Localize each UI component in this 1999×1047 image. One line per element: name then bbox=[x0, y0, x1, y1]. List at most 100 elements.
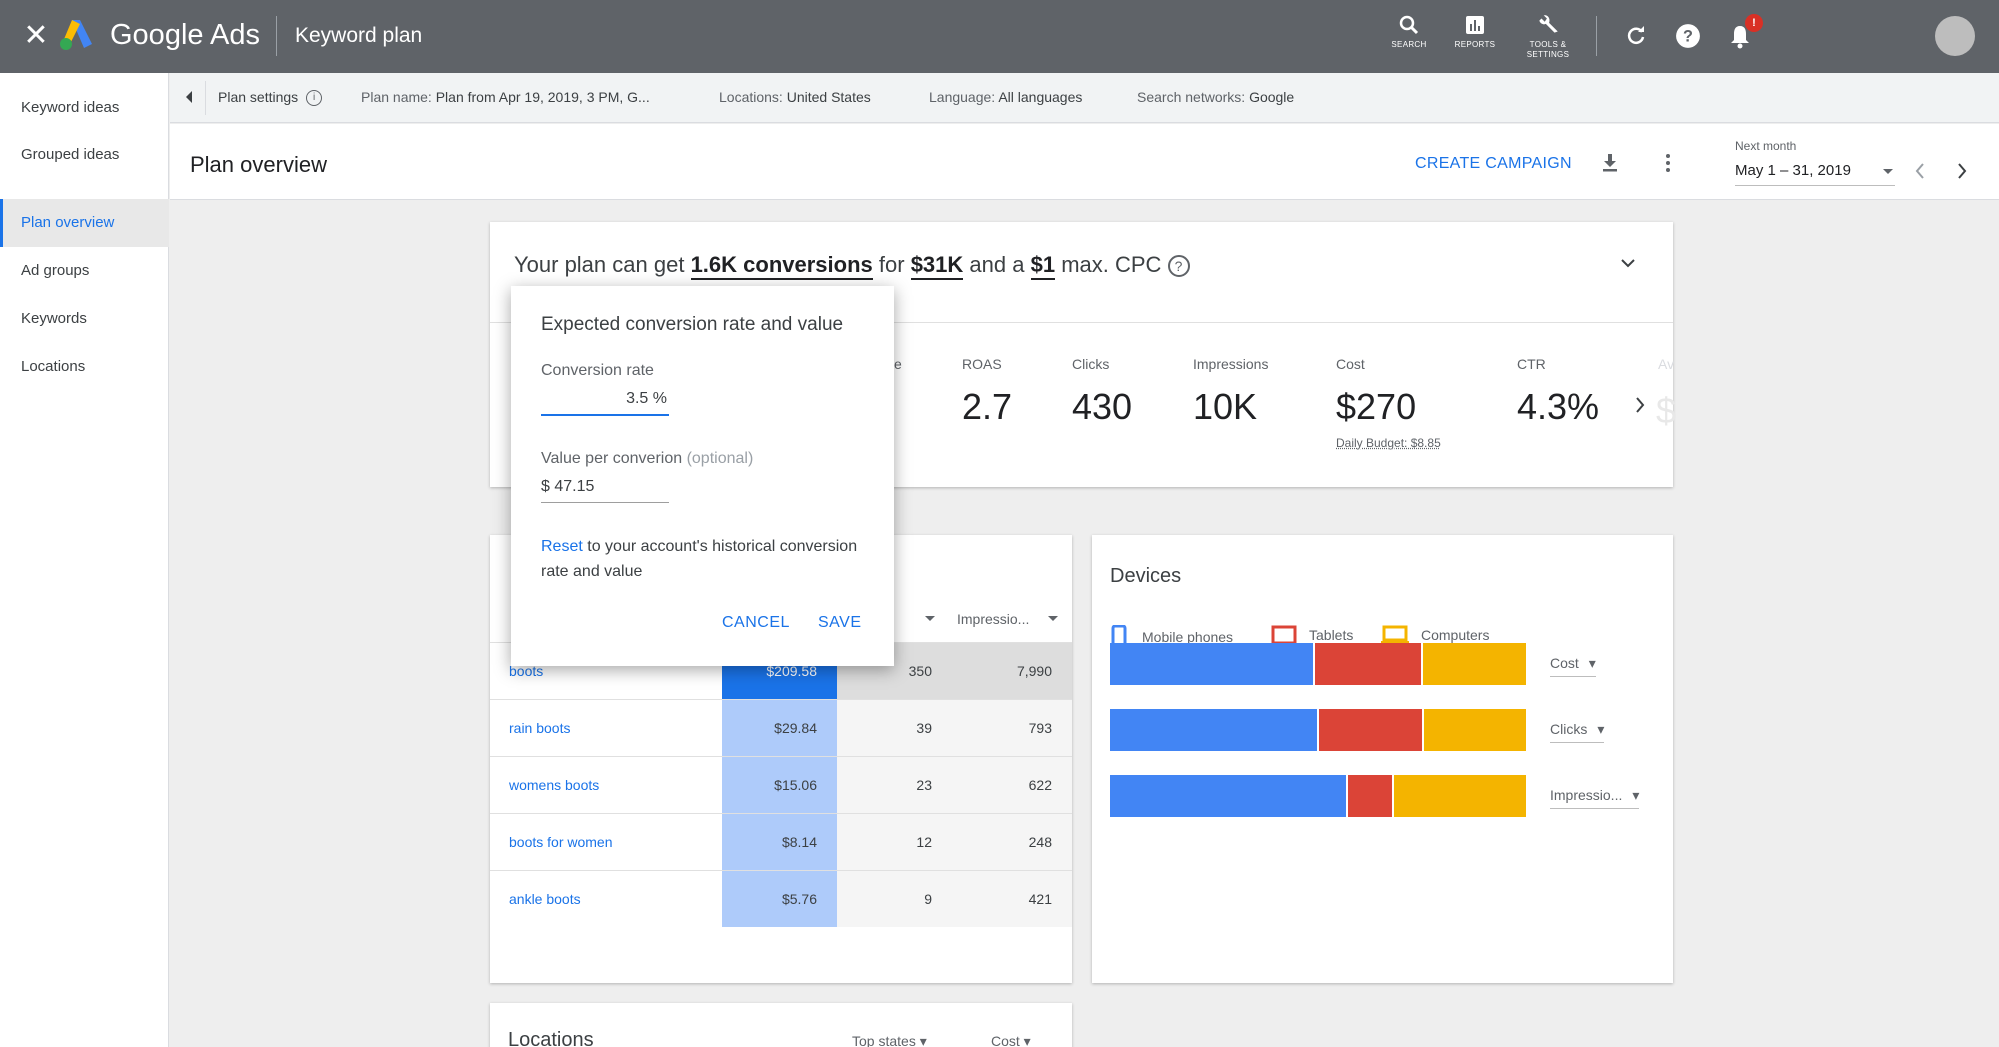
sidebar-item-locations[interactable]: Locations bbox=[21, 358, 86, 375]
plan-settings-label[interactable]: Plan settings i bbox=[218, 89, 323, 107]
previous-period-icon[interactable] bbox=[1914, 162, 1926, 180]
scroll-metrics-right-icon[interactable] bbox=[1634, 396, 1646, 414]
top-states-selector[interactable]: Top states ▾ bbox=[852, 1033, 927, 1047]
table-row[interactable]: boots for women $8.14 12 248 bbox=[490, 813, 1072, 870]
value-per-conversion-input[interactable]: $ 47.15 bbox=[541, 478, 669, 503]
device-share-segment[interactable] bbox=[1110, 643, 1315, 685]
locations-cost-selector[interactable]: Cost ▾ bbox=[991, 1033, 1031, 1047]
device-metric-selector[interactable]: Clicks ▾ bbox=[1550, 721, 1605, 743]
language-setting[interactable]: Language: All languages bbox=[929, 89, 1082, 105]
device-share-segment[interactable] bbox=[1319, 709, 1424, 751]
legend-computers[interactable]: Computers bbox=[1381, 625, 1489, 645]
help-icon[interactable]: ? bbox=[1670, 18, 1706, 54]
device-share-segment[interactable] bbox=[1314, 643, 1424, 685]
account-avatar[interactable] bbox=[1935, 16, 1975, 56]
keyword-link[interactable]: rain boots bbox=[509, 720, 571, 736]
tools-settings-button[interactable]: TOOLS & SETTINGS bbox=[1513, 10, 1583, 60]
reports-icon bbox=[1440, 10, 1510, 40]
daily-budget-link[interactable]: Daily Budget: $8.85 bbox=[1336, 436, 1441, 450]
locations-setting-value: United States bbox=[786, 89, 871, 105]
save-button[interactable]: SAVE bbox=[818, 614, 862, 631]
download-icon[interactable] bbox=[1595, 148, 1625, 178]
reports-tool-button[interactable]: REPORTS bbox=[1440, 10, 1510, 50]
expand-chevron-icon[interactable] bbox=[1620, 258, 1636, 268]
device-share-segment[interactable] bbox=[1110, 709, 1319, 751]
close-icon[interactable]: ✕ bbox=[23, 19, 49, 52]
device-share-bar[interactable] bbox=[1110, 775, 1528, 817]
legend-label: Computers bbox=[1421, 627, 1490, 643]
conversions-forecast[interactable]: 1.6K conversions bbox=[690, 252, 873, 280]
device-metric-text: Impressio... bbox=[1550, 787, 1623, 803]
search-networks-setting[interactable]: Search networks: Google bbox=[1137, 89, 1294, 105]
collapse-left-icon[interactable] bbox=[184, 90, 194, 104]
date-range-label: Next month bbox=[1735, 139, 1797, 153]
table-row[interactable]: ankle boots $5.76 9 421 bbox=[490, 870, 1072, 927]
keyword-impressions-cell: 793 bbox=[952, 700, 1072, 756]
impressions-header-text: Impressio... bbox=[957, 611, 1030, 627]
plan-name-value: Plan from Apr 19, 2019, 3 PM, G... bbox=[435, 89, 650, 105]
plan-name-label: Plan name: bbox=[361, 89, 432, 105]
metric-roas: ROAS 2.7 bbox=[962, 356, 1012, 428]
date-dropdown-icon[interactable] bbox=[1882, 168, 1894, 176]
metric-faded-value: $ bbox=[1656, 390, 1677, 431]
optional-hint: (optional) bbox=[686, 450, 754, 467]
metric-label: CTR bbox=[1517, 356, 1546, 372]
device-share-bar[interactable] bbox=[1110, 709, 1528, 751]
device-metric-selector[interactable]: Impressio... ▾ bbox=[1550, 787, 1640, 809]
keyword-link[interactable]: boots for women bbox=[509, 834, 613, 850]
value-per-conversion-label: Value per converion (optional) bbox=[541, 450, 753, 468]
device-metric-selector[interactable]: Cost ▾ bbox=[1550, 655, 1596, 677]
plan-name-setting[interactable]: Plan name: Plan from Apr 19, 2019, 3 PM,… bbox=[361, 89, 650, 105]
plan-settings-info-icon[interactable]: i bbox=[306, 90, 323, 107]
brand-name: Google Ads bbox=[110, 19, 260, 51]
cancel-button[interactable]: CANCEL bbox=[722, 614, 790, 631]
impressions-sort-dropdown-icon[interactable] bbox=[1047, 615, 1059, 623]
help-circle-icon[interactable]: ? bbox=[1167, 255, 1190, 278]
legend-tablets[interactable]: Tablets bbox=[1271, 625, 1353, 645]
keyword-impressions-cell: 421 bbox=[952, 871, 1072, 927]
impressions-column-header[interactable]: Impressio... bbox=[957, 611, 1029, 627]
sidebar-item-ad-groups[interactable]: Ad groups bbox=[21, 262, 90, 279]
device-share-bar[interactable] bbox=[1110, 643, 1528, 685]
metric-ctr: CTR 4.3% bbox=[1517, 356, 1599, 428]
clicks-sort-dropdown-icon[interactable] bbox=[924, 615, 936, 623]
max-cpc-value[interactable]: $1 bbox=[1030, 252, 1056, 280]
sidebar-item-keyword-ideas[interactable]: Keyword ideas bbox=[21, 99, 120, 116]
conversion-rate-label: Conversion rate bbox=[541, 362, 654, 379]
devices-card: Devices Mobile phones Tablets Computers … bbox=[1092, 535, 1673, 983]
more-vert-icon[interactable] bbox=[1653, 148, 1683, 178]
device-metric-text: Cost bbox=[1550, 655, 1579, 671]
device-share-segment[interactable] bbox=[1348, 775, 1395, 817]
locations-setting[interactable]: Locations: United States bbox=[719, 89, 871, 105]
notifications-bell-icon[interactable] bbox=[1722, 18, 1758, 54]
sidebar-item-keywords[interactable]: Keywords bbox=[21, 310, 87, 327]
device-share-segment[interactable] bbox=[1423, 643, 1528, 685]
device-share-segment[interactable] bbox=[1110, 775, 1349, 817]
legend-label: Mobile phones bbox=[1142, 629, 1234, 645]
search-tool-button[interactable]: SEARCH bbox=[1374, 10, 1444, 50]
metric-clicks: Clicks 430 bbox=[1072, 356, 1132, 428]
search-icon bbox=[1374, 10, 1444, 40]
table-row[interactable]: rain boots $29.84 39 793 bbox=[490, 699, 1072, 756]
sidebar-item-plan-overview[interactable]: Plan overview bbox=[0, 199, 169, 247]
keyword-clicks-cell: 9 bbox=[837, 871, 952, 927]
next-period-icon[interactable] bbox=[1956, 162, 1968, 180]
locations-cost-text: Cost bbox=[991, 1033, 1020, 1047]
device-share-segment[interactable] bbox=[1423, 709, 1528, 751]
sidebar-item-grouped-ideas[interactable]: Grouped ideas bbox=[21, 146, 120, 163]
keyword-link[interactable]: womens boots bbox=[509, 777, 600, 793]
keyword-link[interactable]: ankle boots bbox=[509, 891, 581, 907]
tablet-icon bbox=[1271, 625, 1297, 645]
conversion-rate-input[interactable]: 3.5 % bbox=[541, 390, 669, 416]
metric-value: 4.3% bbox=[1517, 386, 1600, 427]
device-share-segment[interactable] bbox=[1394, 775, 1528, 817]
cost-forecast[interactable]: $31K bbox=[910, 252, 964, 280]
keyword-clicks-cell: 39 bbox=[837, 700, 952, 756]
date-range-selector[interactable]: May 1 – 31, 2019 bbox=[1735, 162, 1895, 186]
reset-link[interactable]: Reset bbox=[541, 538, 583, 555]
metric-label: Cost bbox=[1336, 356, 1365, 372]
table-row[interactable]: womens boots $15.06 23 622 bbox=[490, 756, 1072, 813]
keyword-link[interactable]: boots bbox=[509, 663, 544, 679]
refresh-icon[interactable] bbox=[1618, 18, 1654, 54]
create-campaign-button[interactable]: CREATE CAMPAIGN bbox=[1415, 155, 1572, 172]
